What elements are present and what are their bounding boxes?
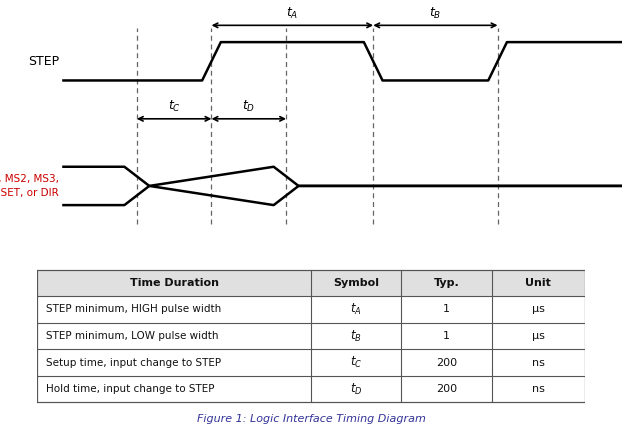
Text: Unit: Unit [525, 278, 551, 288]
Text: 200: 200 [436, 357, 457, 368]
Text: Time Duration: Time Duration [129, 278, 219, 288]
Text: $t_D$: $t_D$ [242, 99, 256, 115]
Bar [37, 270, 585, 296]
Text: Hold time, input change to STEP: Hold time, input change to STEP [45, 384, 214, 394]
Text: 1: 1 [443, 304, 450, 315]
Bar [37, 270, 585, 402]
Text: $t_A$: $t_A$ [286, 6, 299, 21]
Text: STEP minimum, HIGH pulse width: STEP minimum, HIGH pulse width [45, 304, 221, 315]
Text: $t_C$: $t_C$ [168, 99, 180, 115]
Text: 200: 200 [436, 384, 457, 394]
Text: Figure 1: Logic Interface Timing Diagram: Figure 1: Logic Interface Timing Diagram [197, 414, 425, 424]
Text: $t_B$: $t_B$ [350, 328, 362, 344]
Text: $t_D$: $t_D$ [350, 381, 363, 397]
Text: $t_A$: $t_A$ [350, 302, 362, 317]
Text: STEP: STEP [28, 55, 59, 68]
Text: $t_B$: $t_B$ [429, 6, 442, 21]
Text: MS1, MS2, MS3,
RESET, or DIR: MS1, MS2, MS3, RESET, or DIR [0, 174, 59, 198]
Text: ns: ns [532, 384, 545, 394]
Text: ns: ns [532, 357, 545, 368]
Text: μs: μs [532, 304, 545, 315]
Text: $t_C$: $t_C$ [350, 355, 363, 370]
Text: STEP minimum, LOW pulse width: STEP minimum, LOW pulse width [45, 331, 218, 341]
Text: 1: 1 [443, 331, 450, 341]
Text: Symbol: Symbol [333, 278, 379, 288]
Text: Setup time, input change to STEP: Setup time, input change to STEP [45, 357, 221, 368]
Text: μs: μs [532, 331, 545, 341]
Text: Typ.: Typ. [434, 278, 459, 288]
